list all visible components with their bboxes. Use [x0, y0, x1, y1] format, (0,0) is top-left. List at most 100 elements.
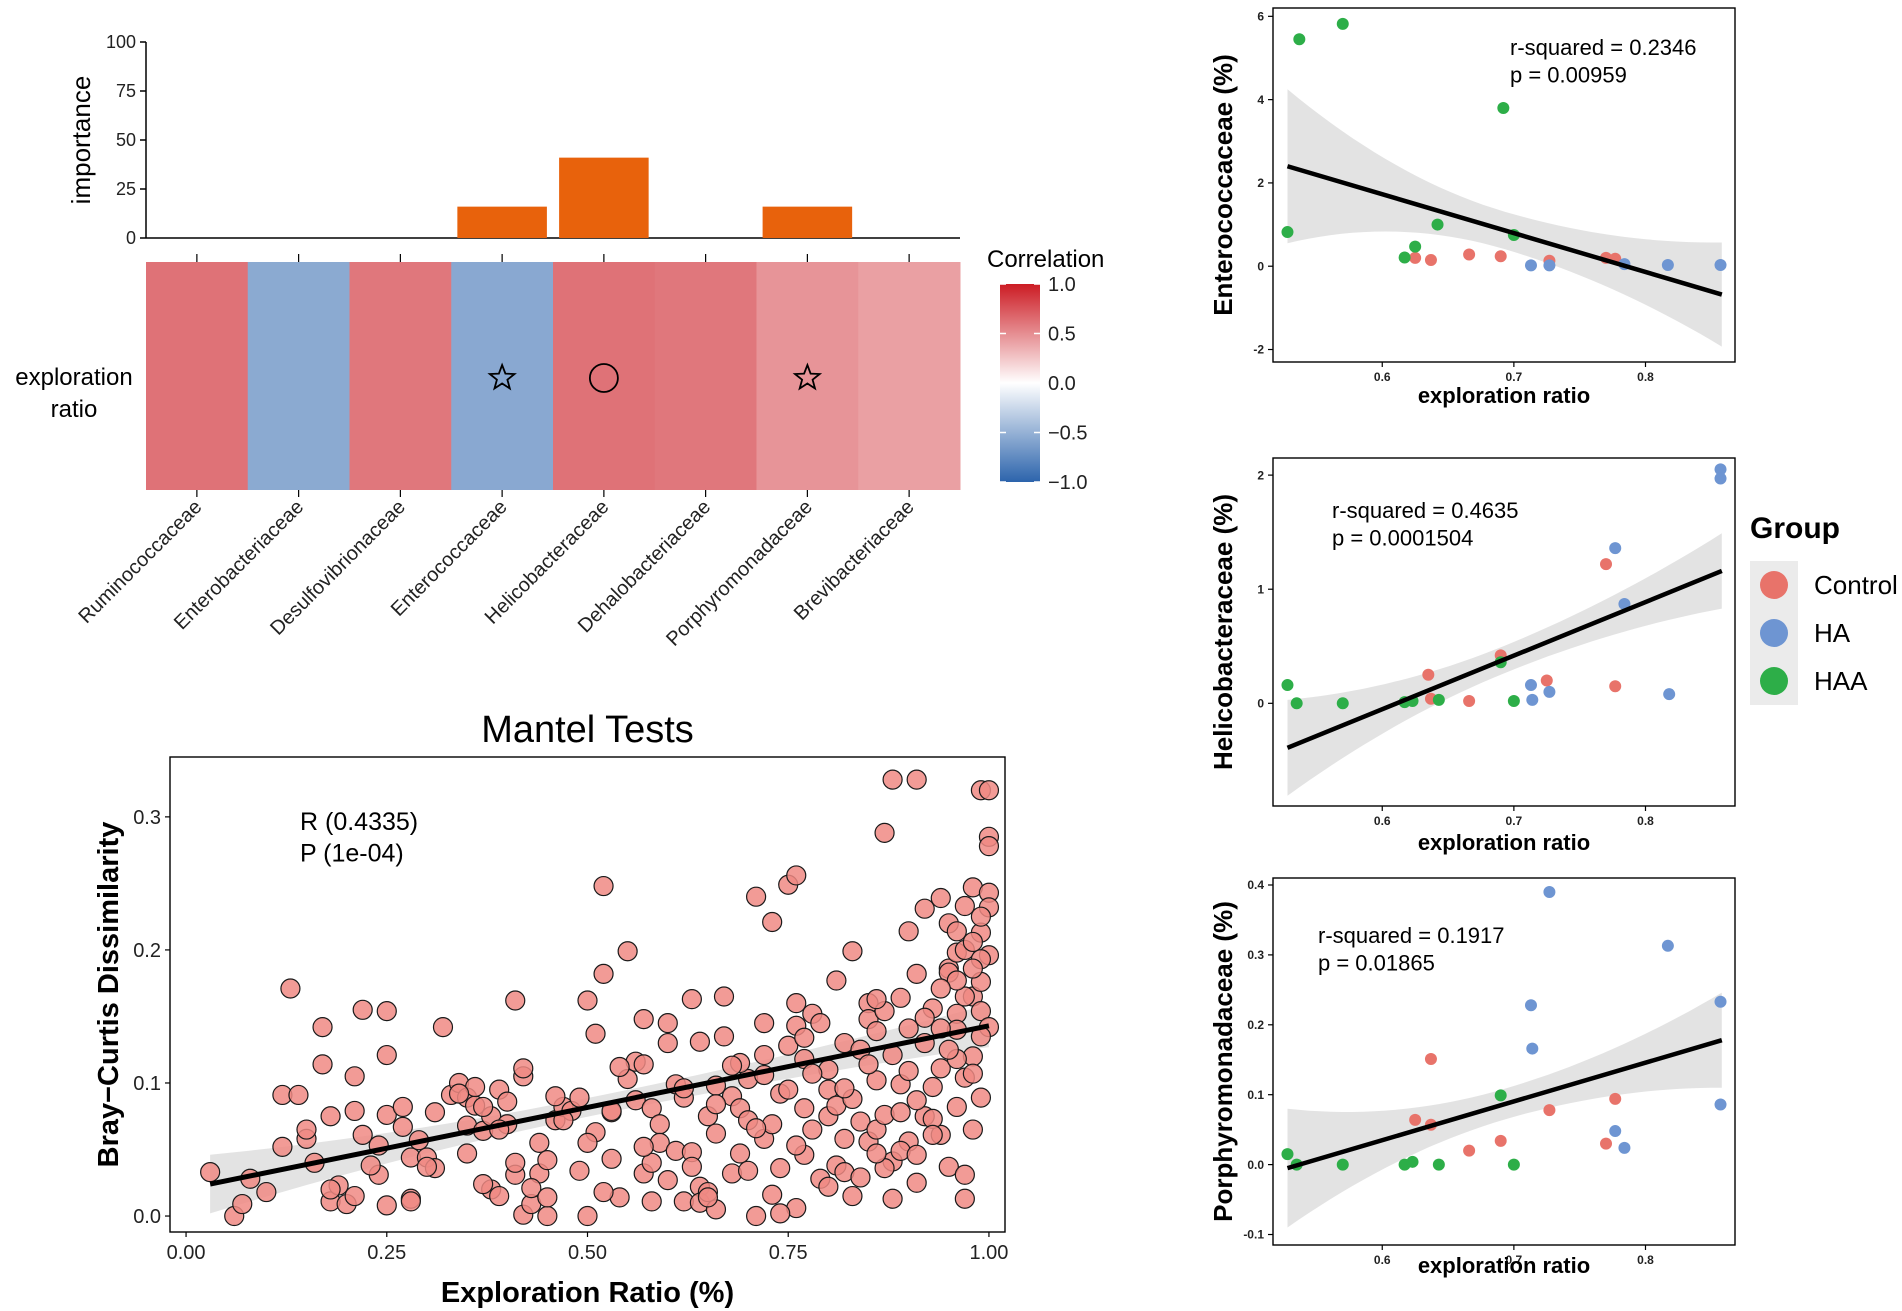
stats-annotation: r-squared = 0.2346: [1510, 35, 1697, 60]
importance-bar: [457, 206, 547, 238]
data-point: [657, 1032, 678, 1054]
y-tick-label: 0.4: [1247, 878, 1264, 892]
confidence-band: [1287, 89, 1722, 347]
data-point: [874, 822, 895, 843]
data-point: [344, 1185, 365, 1207]
heatmap-cell: [756, 262, 859, 490]
data-point: [754, 1044, 775, 1066]
data-point: [545, 1086, 566, 1107]
data-point: [946, 1096, 967, 1118]
data-point: [529, 1132, 550, 1153]
data-point-control: [1463, 1144, 1476, 1157]
data-point-ha: [1543, 685, 1556, 698]
y-tick-label: 0.1: [133, 1073, 161, 1095]
data-point-ha: [1524, 259, 1537, 272]
legend-key-control: [1760, 571, 1788, 599]
data-point-haa: [1336, 1158, 1349, 1171]
data-point: [689, 1031, 711, 1052]
stats-annotation: r-squared = 0.4635: [1332, 498, 1519, 523]
stats-annotation: p = 0.00959: [1510, 63, 1627, 88]
data-point-haa: [1497, 101, 1510, 114]
data-point-haa: [1398, 251, 1411, 264]
y-tick-label: 0.0: [133, 1206, 161, 1228]
data-point: [296, 1119, 317, 1140]
y-tick-label: 0.3: [1247, 948, 1264, 962]
heatmap-row-label: exploration: [15, 364, 132, 391]
data-point-control: [1463, 695, 1476, 708]
data-point-ha: [1714, 472, 1727, 485]
data-point: [882, 769, 903, 790]
data-point: [320, 1179, 341, 1200]
y-axis-title: Enterococcaceae (%): [1208, 54, 1238, 316]
data-point: [705, 1094, 727, 1115]
data-point: [505, 1152, 526, 1173]
data-point-ha: [1526, 1042, 1539, 1055]
data-point: [633, 1136, 654, 1157]
data-point-haa: [1281, 1148, 1294, 1161]
data-point-ha: [1618, 1141, 1631, 1154]
colorbar-tick-label: 1.0: [1048, 274, 1076, 296]
data-point: [360, 1155, 381, 1176]
correlation-heatmap: RuminococcaceaeEnterobacteriaceaeDesulfo…: [15, 254, 961, 651]
data-point: [778, 1035, 799, 1056]
data-point: [930, 1058, 951, 1079]
heatmap-cell: [349, 262, 452, 490]
data-point: [657, 1013, 678, 1034]
data-point-control: [1600, 1137, 1613, 1150]
group-legend: Group Control HA HAA: [1750, 512, 1898, 705]
data-point: [842, 1185, 863, 1207]
colorbar-tick-label: −1.0: [1048, 472, 1087, 494]
data-point: [344, 1066, 365, 1087]
colorbar: [1000, 284, 1040, 482]
data-point-control: [1540, 674, 1553, 687]
data-point: [778, 1079, 799, 1100]
plot-frame: [1272, 7, 1736, 363]
data-point: [601, 1148, 622, 1169]
x-tick-label: 0.6: [1374, 370, 1391, 384]
data-point: [577, 990, 598, 1011]
y-tick-label: 2: [1257, 468, 1264, 482]
data-point: [818, 1176, 839, 1197]
data-point: [272, 1136, 293, 1157]
y-axis-title: Bray−Curtis Dissimilarity: [93, 822, 125, 1168]
data-point: [376, 1001, 397, 1022]
data-point-ha: [1524, 679, 1537, 692]
stats-annotation: P (1e-04): [300, 839, 404, 867]
data-point: [392, 1096, 413, 1118]
data-point: [930, 887, 951, 909]
data-point: [641, 1191, 662, 1212]
data-point: [432, 1016, 454, 1038]
data-point-haa: [1290, 697, 1303, 710]
data-point-haa: [1281, 679, 1294, 692]
stats-annotation: R (0.4335): [300, 808, 418, 836]
data-point: [641, 1098, 662, 1119]
data-point: [473, 1096, 494, 1118]
data-point: [456, 1143, 478, 1164]
data-point: [713, 1026, 735, 1047]
y-tick-label: 2: [1257, 176, 1264, 190]
data-point: [344, 1100, 365, 1122]
porphyromonadaceae-scatter: 0.6 0.7 0.8 -0.1 0.0 0.1 0.2 0.3 0.4 exploration …: [1208, 877, 1736, 1278]
data-point: [834, 1078, 855, 1099]
data-point: [770, 1203, 791, 1224]
data-point: [641, 1152, 662, 1173]
data-point: [352, 999, 373, 1020]
significance-star-icon: [792, 362, 823, 391]
data-point: [577, 1132, 598, 1153]
x-tick-label: 0.6: [1374, 1253, 1391, 1267]
heatmap-cell: [858, 262, 961, 490]
data-point: [376, 1044, 397, 1066]
importance-bar: [559, 157, 649, 238]
data-point: [858, 1054, 879, 1075]
data-point-control: [1494, 1134, 1507, 1147]
y-tick-label: 0: [1257, 259, 1264, 273]
data-point-ha: [1663, 688, 1676, 701]
data-point: [882, 1188, 903, 1209]
x-axis-title: exploration ratio: [1418, 383, 1590, 408]
data-point: [633, 1009, 654, 1030]
y-tick-label: 0.1: [1247, 1088, 1264, 1102]
stats-annotation: p = 0.0001504: [1332, 526, 1473, 551]
x-tick-label: 0.8: [1637, 814, 1654, 828]
confidence-band: [1287, 992, 1722, 1228]
